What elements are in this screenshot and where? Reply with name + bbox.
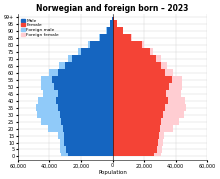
Title: Norwegian and foreign born – 2023: Norwegian and foreign born – 2023 <box>36 4 189 13</box>
X-axis label: Population: Population <box>98 170 127 175</box>
Legend: Male, Female, Foreign male, Foreign female: Male, Female, Foreign male, Foreign fema… <box>20 18 60 38</box>
